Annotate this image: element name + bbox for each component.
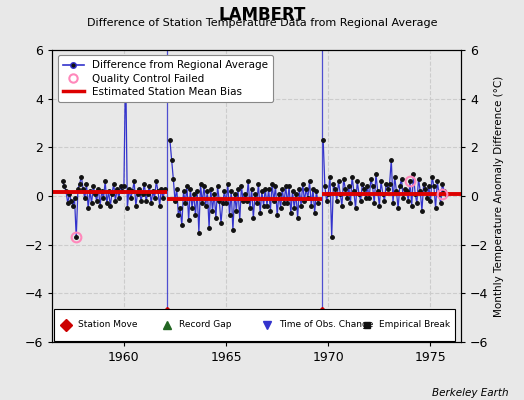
Y-axis label: Monthly Temperature Anomaly Difference (°C): Monthly Temperature Anomaly Difference (… [494, 75, 504, 317]
Text: Time of Obs. Change: Time of Obs. Change [279, 320, 373, 330]
Text: Empirical Break: Empirical Break [379, 320, 450, 330]
Text: LAMBERT: LAMBERT [219, 6, 305, 24]
Text: Berkeley Earth: Berkeley Earth [432, 388, 508, 398]
Legend: Difference from Regional Average, Quality Control Failed, Estimated Station Mean: Difference from Regional Average, Qualit… [58, 55, 273, 102]
Text: Station Move: Station Move [79, 320, 138, 330]
Text: Record Gap: Record Gap [179, 320, 231, 330]
FancyBboxPatch shape [54, 309, 455, 341]
Text: Difference of Station Temperature Data from Regional Average: Difference of Station Temperature Data f… [87, 18, 437, 28]
